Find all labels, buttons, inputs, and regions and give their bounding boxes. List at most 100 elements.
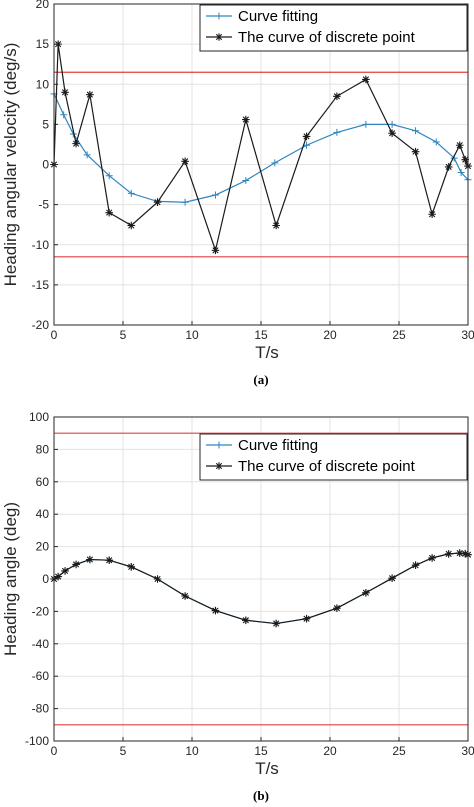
b-x-axis-label: T/s — [255, 759, 279, 778]
a-x-tick-label-0: 0 — [51, 328, 58, 342]
a-series-1-point-6 — [127, 221, 136, 230]
chart-panel-b: 0 5 10 15 20 25 30 -100 -80 -60 -40 -20 0 20 40 60 80 100… — [1, 410, 474, 803]
a-series-1-point-18 — [444, 163, 453, 171]
b-series-1-point-6 — [127, 563, 136, 571]
b-y-tick-label-6: 20 — [36, 540, 50, 554]
a-series-1-point-16 — [411, 147, 420, 156]
a-legend-box — [199, 4, 468, 52]
b-y-tick-label-8: 60 — [36, 475, 50, 489]
b-y-tick-label-3: -40 — [32, 637, 50, 651]
a-legend-marker-1 — [215, 33, 223, 41]
b-series-1-point-2 — [61, 567, 69, 575]
a-series-0-point-14 — [388, 120, 396, 128]
a-series-0-point-3 — [83, 151, 91, 159]
a-series-0-point-13 — [362, 120, 370, 128]
b-series-1-point-18 — [444, 550, 453, 558]
a-series-1-line — [53, 44, 469, 253]
b-y-tick-label-9: 80 — [36, 442, 50, 456]
a-series-1-point-2 — [61, 88, 69, 97]
a-series-1-point-7 — [153, 198, 162, 207]
a-legend-marker-0 — [215, 12, 223, 20]
a-series-0-point-4 — [105, 172, 113, 180]
b-y-tick-label-0: -100 — [25, 734, 49, 748]
a-series-1-point-9 — [211, 246, 220, 255]
b-series-1-line — [53, 552, 469, 625]
b-series-1-point-19 — [455, 549, 464, 557]
b-series-1-point-13 — [333, 604, 341, 612]
b-y-tick-label-1: -80 — [32, 702, 50, 716]
b-series-1-point-3 — [72, 560, 80, 569]
b-x-tick-label-3: 15 — [254, 744, 268, 758]
b-series-1-point-16 — [411, 561, 420, 570]
b-legend-label-1: The curve of discrete point — [238, 458, 416, 475]
b-x-tick-label-4: 20 — [323, 744, 337, 758]
a-y-axis-label: Heading angular velocity (deg/s) — [1, 43, 20, 287]
b-y-tick-label-7: 40 — [36, 507, 50, 521]
b-legend: Curve fitting The curve of discrete point — [199, 433, 468, 481]
a-series-1-point-4 — [86, 90, 94, 99]
a-x-tick-label-3: 15 — [254, 328, 268, 342]
b-x-tick-label-1: 5 — [120, 744, 127, 758]
a-y-tick-label-6: 10 — [36, 77, 50, 91]
a-x-tick-label-2: 10 — [185, 328, 199, 342]
a-y-tick-label-7: 15 — [36, 37, 50, 51]
b-y-tick-label-10: 100 — [29, 410, 49, 424]
a-y-tick-label-8: 20 — [36, 0, 50, 11]
a-legend-label-1: The curve of discrete point — [238, 29, 416, 46]
a-y-tick-label-1: -15 — [32, 278, 50, 292]
a-panel-label: (a) — [253, 372, 268, 387]
a-series-0-point-9 — [242, 177, 250, 185]
b-legend-marker-1 — [215, 462, 223, 470]
b-x-tick-label-5: 25 — [392, 744, 406, 758]
b-series-1-point-8 — [181, 592, 189, 600]
b-legend-box — [199, 433, 468, 481]
a-y-tick-label-0: -20 — [32, 318, 50, 332]
a-x-tick-label-1: 5 — [120, 328, 127, 342]
a-x-tick-label-6: 30 — [461, 328, 474, 342]
a-series-0-point-15 — [412, 127, 420, 135]
b-y-tick-label-4: -20 — [32, 604, 50, 618]
a-y-tick-label-2: -10 — [32, 238, 50, 252]
b-panel-label: (b) — [253, 788, 269, 803]
a-series-0-point-8 — [211, 191, 219, 199]
b-series-1-point-9 — [211, 606, 220, 615]
a-y-tick-label-3: -5 — [38, 198, 49, 212]
b-y-tick-label-2: -60 — [32, 669, 50, 683]
a-series-1-point-11 — [272, 221, 280, 230]
a-series-1-point-1 — [54, 40, 62, 48]
a-legend-label-0: Curve fitting — [238, 8, 318, 25]
b-y-tick-label-5: 0 — [42, 572, 49, 586]
a-y-tick-label-4: 0 — [42, 158, 49, 172]
a-series-0-point-11 — [303, 141, 311, 149]
a-series-1-point-17 — [428, 210, 436, 219]
a-series-0-point-7 — [181, 198, 189, 206]
a-x-tick-label-4: 20 — [323, 328, 337, 342]
a-series-1-point-19 — [455, 141, 464, 150]
b-series-1-point-4 — [86, 555, 94, 564]
b-series-1-point-17 — [428, 554, 436, 562]
b-y-axis-label: Heading angle (deg) — [1, 502, 20, 656]
b-legend-label-0: Curve fitting — [238, 437, 318, 454]
b-series-1-point-11 — [272, 619, 280, 628]
a-series-1-point-20 — [461, 155, 470, 164]
a-series-0-point-12 — [333, 128, 341, 136]
a-series-1-point-15 — [388, 129, 396, 138]
a-series-0-point-1 — [60, 111, 68, 119]
a-x-axis-label: T/s — [255, 343, 279, 362]
a-series-0-point-18 — [457, 169, 465, 177]
b-legend-marker-0 — [215, 441, 223, 449]
chart-panel-a: 0 5 10 15 20 25 30 -20 -15 -10 -5 0 5 10 15 20 T/s Headin… — [1, 0, 474, 387]
a-series-1-point-13 — [333, 92, 341, 101]
a-series-1-point-5 — [105, 208, 113, 217]
b-x-tick-label-0: 0 — [51, 744, 58, 758]
a-legend: Curve fitting The curve of discrete point — [199, 4, 468, 52]
b-series-1-point-1 — [54, 572, 62, 581]
a-y-tick-label-5: 5 — [42, 117, 49, 131]
a-series-1-point-3 — [72, 139, 80, 148]
b-x-tick-label-2: 10 — [185, 744, 199, 758]
a-series-1-point-14 — [362, 75, 370, 84]
a-series-0-point-5 — [127, 189, 135, 197]
b-series-1-point-5 — [105, 556, 113, 565]
a-series-1-point-8 — [181, 157, 189, 166]
